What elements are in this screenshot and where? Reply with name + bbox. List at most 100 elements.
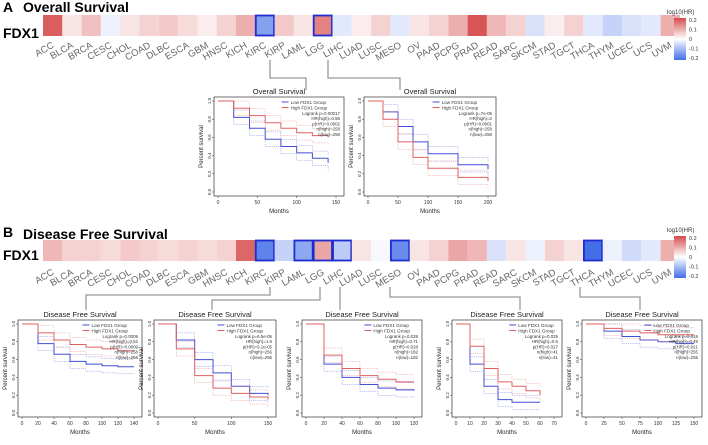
connector-kirc [85,287,271,310]
km-plot-title: Disease Free Survival [605,310,679,319]
x-tick-label: 20 [35,421,41,427]
y-axis-label: Percent survival [199,125,205,168]
high-group-curve [306,323,414,383]
km-stat-text: p(HR)=9.1e-05 [243,344,273,349]
km-stat-text: Logrank p=0.028 [385,334,419,339]
low-group-curve [306,323,415,391]
colorbar-tick-label: 0 [689,255,692,261]
legend-entry: Low FDX1 Group [518,323,554,328]
cancer-tick-label: UVM [650,40,674,60]
heatmap-cell-chol [120,15,140,36]
x-tick-label: 50 [192,421,198,427]
km-plot: Disease Free Survival 0.0 0.2 0.4 0.6 0.8 1.0 0… [567,310,703,436]
x-tick-label: 50 [395,200,401,206]
km-stat-text: n(high)=258 [468,127,492,132]
y-tick-label: 1.0 [295,320,300,327]
panel-b-gene-label: FDX1 [3,247,39,263]
y-tick-label: 0.6 [295,356,300,363]
heatmap-cell-esca [178,15,198,36]
panel-b-label: B [3,224,13,240]
high-group-curve [586,323,694,336]
heatmap-cell-read [486,240,507,261]
high-group-curve [158,323,269,400]
x-tick-label: 40 [51,421,57,427]
km-stat-text: HR(high)=1.9 [246,339,273,344]
heatmap-cell-kirp [274,15,294,36]
x-tick-label: 100 [654,421,663,427]
y-tick-label: 0.4 [11,374,16,381]
x-tick-label: 0 [21,421,24,427]
x-tick-label: 80 [83,421,89,427]
km-plot: Disease Free Survival 0.0 0.2 0.4 0.6 0.8 1.0 0… [437,310,563,436]
highlight-box-kirc [254,14,276,37]
heatmap-cell-laml [293,15,314,36]
km-plot: Overall Survival 0.0 0.2 0.4 0.6 0.8 1.0 0 50 100… [349,87,497,215]
km-stat-text: n(low)=256 [250,355,272,360]
y-tick-label: 0.0 [207,188,212,195]
heatmap-cell-ucec [622,240,642,261]
heatmap-cell-brca [81,15,101,36]
x-tick-label: 200 [484,200,493,206]
x-tick-label: 75 [637,421,643,427]
y-tick-label: 0.4 [207,152,212,159]
km-stat-text: HR(high)=0.52 [109,339,138,344]
confidence-band-upper [218,100,329,131]
y-tick-label: 0.8 [207,116,212,123]
km-stat-text: n(low)=182 [396,355,418,360]
confidence-band-lower [456,323,540,410]
y-tick-label: 0.6 [207,134,212,141]
y-tick-label: 0.8 [445,338,450,345]
x-tick-label: 120 [114,421,123,427]
cancer-tick-label: UVM [650,267,674,287]
confidence-band-lower [22,323,134,359]
km-stat-text: n(low)=258 [470,132,492,137]
y-tick-label: 0.2 [147,392,152,399]
panel-b-heatmap: ACCBLCABRCACESCCHOLCOADDLBCESCAGBMHNSCKI… [33,239,680,291]
heatmap-cell-cesc [100,240,121,261]
colorbar-gradient-bar [674,18,686,60]
legend-entry: High FDX1 Group [653,328,690,333]
heatmap-cell-coad [139,15,159,36]
x-tick-label: 25 [601,421,607,427]
panel-a-heatmap: ACCBLCABRCACESCCHOLCOADDLBCESCAGBMHNSCKI… [33,14,680,64]
highlight-box-kirc [254,239,276,262]
heatmap-cell-thym [602,15,622,36]
km-stat-text: Logrank p=7e-05 [459,111,493,116]
heatmap-cell-kich [236,15,256,36]
colorbar-tick-label: -0.2 [689,274,698,280]
colorbar-tick-label: -0.2 [689,56,698,62]
y-tick-label: 0.4 [357,152,362,159]
legend-entry: Low FDX1 Group [653,323,689,328]
confidence-band-lower [306,323,414,390]
heatmap-cell-sarc [506,15,526,36]
panel-b-colorbar: log10(HR) 0.2 0.1 0 -0.1 -0.2 [667,228,698,280]
heatmap-cell-stad [544,240,565,261]
colorbar-title: log10(HR) [667,228,694,234]
confidence-band-upper [586,323,694,337]
colorbar-gradient-bar [674,236,686,278]
confidence-band-upper [22,323,134,344]
y-tick-label: 0.4 [445,374,450,381]
x-tick-label: 0 [585,421,588,427]
heatmap-cell-blca [62,240,82,261]
heatmap-cell-pcpg [448,240,468,261]
heatmap-cell-lihc [332,15,352,36]
connector-thca [579,287,641,310]
heatmap-cell-ucs [641,15,661,36]
heatmap-cell-acc [43,15,63,36]
heatmap-cell-pcpg [448,15,468,36]
colorbar-tick-label: 0.1 [689,246,697,252]
km-plot-title: Overall Survival [253,87,306,96]
heatmap-cell-prad [467,15,487,36]
x-axis-label: Months [632,430,652,436]
km-plot-frame [153,319,277,418]
y-tick-label: 0.8 [575,338,580,345]
x-tick-label: 20 [321,421,327,427]
x-axis-label: Months [70,430,90,436]
km-stat-text: p(HR)=0.021 [673,344,699,349]
x-tick-label: 50 [523,421,529,427]
heatmap-cell-read [486,15,507,36]
legend-entry: High FDX1 Group [442,105,479,110]
km-stat-text: HR(high)=0.71 [389,339,418,344]
heatmap-cell-luad [351,240,372,261]
